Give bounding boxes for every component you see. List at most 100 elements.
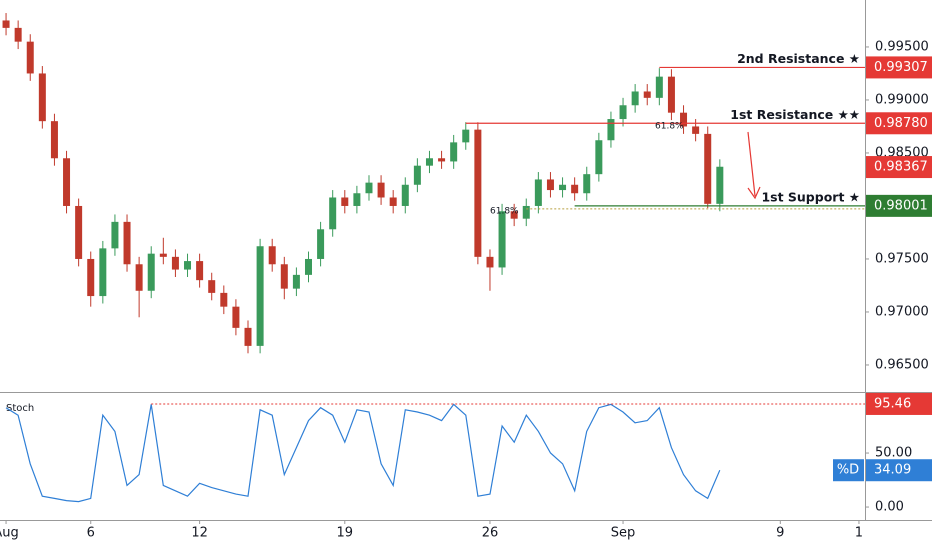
y-tick-label: 0.99500 xyxy=(875,39,929,54)
candle-body xyxy=(571,184,579,194)
level-value: 0.99307 xyxy=(874,60,928,75)
y-tick-label: 50.00 xyxy=(875,446,912,461)
level-name: 2nd Resistance ★ xyxy=(737,51,860,66)
candle-body xyxy=(2,20,10,28)
candle-body xyxy=(546,179,554,191)
candle-body xyxy=(377,182,385,198)
stoch-level-value: 95.46 xyxy=(874,396,911,411)
candle-body xyxy=(341,197,349,206)
candle-body xyxy=(196,261,204,281)
candle-body xyxy=(280,264,288,289)
candle-body xyxy=(208,280,216,293)
x-tick-label: 26 xyxy=(482,526,499,541)
candle-body xyxy=(317,229,325,259)
y-tick-label: 0.96500 xyxy=(875,357,929,372)
y-tick-label: 0.97500 xyxy=(875,251,929,266)
candle-body xyxy=(50,121,58,159)
x-tick-label: 19 xyxy=(337,526,354,541)
stoch-level-box xyxy=(866,392,932,415)
candle-body xyxy=(111,221,119,249)
x-tick-label: Aug xyxy=(0,526,19,541)
candle-body xyxy=(232,306,240,328)
candle-body xyxy=(14,27,22,42)
candle-body xyxy=(329,197,337,230)
candle-body xyxy=(680,112,688,127)
candle-body xyxy=(510,211,518,219)
candle-body xyxy=(256,246,264,346)
last-price-box xyxy=(866,156,932,179)
level-box xyxy=(866,56,932,79)
candle-body xyxy=(583,174,591,194)
candle-body xyxy=(655,76,663,98)
stoch-line xyxy=(5,403,721,503)
y-tick-label: 0.97000 xyxy=(875,304,929,319)
x-tick-label: 12 xyxy=(191,526,208,541)
candle-body xyxy=(425,158,433,166)
candle-body xyxy=(462,129,470,143)
candle-body xyxy=(26,41,34,74)
value-label: 34.09 xyxy=(874,463,911,478)
candle-body xyxy=(99,248,107,297)
fib-annotation: 61.8% xyxy=(655,122,684,132)
candle-body xyxy=(413,165,421,185)
candle-body xyxy=(184,261,192,270)
x-tick-label: Sep xyxy=(611,526,636,541)
candle-body xyxy=(667,76,675,113)
candle-body xyxy=(159,253,167,257)
level-value: 0.98780 xyxy=(874,116,928,131)
candle-body xyxy=(244,327,252,346)
candle-body xyxy=(304,258,312,275)
candle-body xyxy=(171,256,179,270)
fib-annotation: 61.8% xyxy=(490,207,519,217)
candle-body xyxy=(268,246,276,265)
forecast-arrowhead xyxy=(747,186,761,200)
candle-body xyxy=(353,193,361,206)
stoch-title: Stoch xyxy=(6,403,34,414)
candle-body xyxy=(522,205,530,219)
candle-body xyxy=(559,184,567,191)
last-price: 0.98367 xyxy=(874,160,928,175)
candle-body xyxy=(87,258,95,297)
candle-body xyxy=(704,133,712,204)
x-tick-label: 9 xyxy=(776,526,784,541)
candle-body xyxy=(450,142,458,162)
candle-body xyxy=(220,292,228,307)
candle-body xyxy=(292,274,300,289)
y-tick-label: 0.99000 xyxy=(875,92,929,107)
level-name: 1st Resistance ★★ xyxy=(730,107,860,122)
legend-name: %D xyxy=(837,463,859,478)
level-value: 0.98001 xyxy=(874,198,928,213)
x-tick-label: 6 xyxy=(87,526,95,541)
candle-body xyxy=(595,140,603,175)
candle-body xyxy=(643,91,651,98)
candle-body xyxy=(474,129,482,257)
candle-body xyxy=(607,119,615,141)
candle-body xyxy=(498,211,506,268)
candle-body xyxy=(534,179,542,206)
candle-body xyxy=(38,73,46,122)
candle-body xyxy=(365,182,373,194)
x-tick-label: 1 xyxy=(855,526,863,541)
value-box xyxy=(866,459,932,482)
candle-body xyxy=(631,91,639,106)
legend-box xyxy=(833,459,864,482)
y-tick-label: 0.00 xyxy=(875,500,904,515)
candle-body xyxy=(389,197,397,206)
candle-body xyxy=(135,264,143,291)
candle-body xyxy=(619,105,627,120)
candle-body xyxy=(716,166,724,204)
candle-body xyxy=(401,184,409,206)
candle-body xyxy=(438,158,446,162)
level-box xyxy=(866,194,932,217)
level-name: 1st Support ★ xyxy=(761,189,860,204)
candle-body xyxy=(63,158,71,206)
level-box xyxy=(866,112,932,135)
candle-body xyxy=(692,126,700,134)
candle-body xyxy=(123,221,131,265)
candle-body xyxy=(75,205,83,259)
forecast-arrow xyxy=(747,131,756,197)
candle-body xyxy=(486,256,494,268)
candle-body xyxy=(147,253,155,291)
